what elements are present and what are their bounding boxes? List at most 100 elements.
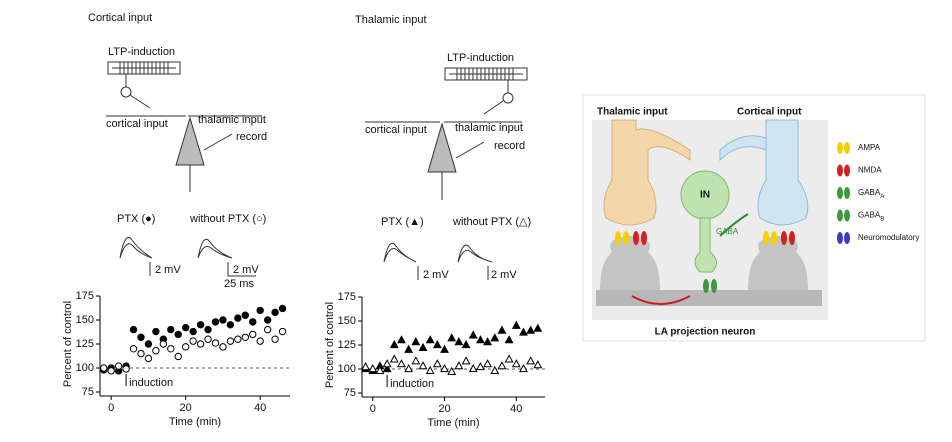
data-point — [271, 335, 279, 343]
data-point — [234, 335, 242, 343]
data-point — [483, 359, 493, 368]
y-tick-label: 100 — [76, 362, 94, 374]
data-point — [432, 359, 442, 368]
data-point — [454, 337, 464, 346]
data-point — [454, 361, 464, 370]
data-point — [100, 364, 108, 372]
x-tick-label: 40 — [254, 402, 266, 414]
induction-label: LTP-induction — [108, 46, 175, 58]
diagram-label: LA projection neuron — [655, 327, 756, 338]
data-point — [418, 361, 428, 370]
data-point — [219, 316, 227, 324]
y-axis-label: Percent of control — [62, 301, 74, 387]
data-point — [174, 352, 182, 361]
data-point — [468, 330, 478, 339]
y-tick-label: 100 — [338, 363, 356, 375]
legend-subscript: A — [880, 194, 884, 200]
data-point — [189, 337, 197, 345]
dendrite — [441, 141, 485, 200]
cortical-terminal — [719, 119, 809, 226]
data-point — [497, 325, 507, 334]
data-point — [404, 344, 414, 353]
data-point — [397, 335, 406, 344]
data-point — [533, 323, 543, 332]
data-point — [404, 363, 414, 373]
legend-icon — [844, 187, 850, 199]
legend-icon — [844, 164, 850, 177]
inhibition-arrow — [631, 295, 691, 305]
interneuron-axon — [694, 217, 717, 273]
data-point — [144, 340, 153, 348]
data-point — [447, 333, 457, 342]
data-point — [219, 343, 227, 351]
data-point — [425, 365, 435, 375]
electrodes — [365, 80, 522, 123]
legend-icon — [844, 209, 850, 222]
data-point — [497, 361, 507, 370]
schematic-label: thalamic input — [198, 114, 266, 126]
y-tick-label: 150 — [338, 315, 356, 327]
data-point — [174, 330, 182, 339]
x-axis-label: Time (min) — [169, 416, 221, 428]
chart-title: Cortical input — [88, 12, 152, 24]
legend-name: GABA — [858, 188, 881, 197]
legend-icon — [837, 164, 843, 177]
legend-label: AMPA — [858, 143, 881, 152]
legend-label: Neuromodulatory — [858, 233, 919, 242]
data-point — [533, 360, 543, 369]
schematic-label: cortical input — [365, 124, 427, 136]
data-point — [137, 349, 145, 358]
data-point — [375, 365, 385, 375]
legend-icon — [837, 187, 843, 199]
schematic-thalamic: LTP-induction cortical input thalamic in… — [365, 52, 528, 280]
data-point — [137, 333, 145, 341]
x-tick-label: 20 — [180, 402, 192, 414]
legend-name: AMPA — [858, 143, 881, 152]
legend-icon — [837, 209, 843, 222]
legend-icon — [844, 142, 850, 154]
data-point — [475, 335, 485, 344]
data-point — [226, 321, 235, 329]
legend-name: NMDA — [858, 166, 882, 175]
schematic-label: thalamic input — [455, 122, 523, 134]
legend-label: GABAA — [858, 188, 884, 199]
diagram-label: IN — [700, 190, 710, 201]
data-point — [397, 359, 406, 368]
data-point — [361, 362, 371, 371]
y-tick-label: 175 — [338, 291, 356, 303]
legend-icon — [844, 232, 850, 244]
spikes — [449, 68, 523, 80]
data-point — [241, 311, 249, 319]
legend-label: without PTX (○) — [189, 213, 266, 225]
data-point — [271, 308, 279, 317]
data-point — [196, 321, 205, 329]
receptors — [615, 231, 795, 293]
data-point — [483, 337, 493, 346]
data-point — [181, 323, 190, 332]
schematic-label: record — [236, 131, 267, 143]
data-point — [461, 339, 471, 349]
data-point — [461, 356, 471, 365]
annotation: induction — [129, 377, 173, 389]
legend-name: GABA — [858, 211, 881, 220]
data-point — [211, 339, 220, 347]
data-point — [389, 354, 399, 363]
legend-name: Neuromodulatory — [858, 233, 919, 242]
data-point — [519, 327, 528, 336]
x-tick-label: 20 — [438, 403, 450, 415]
data-point — [144, 354, 153, 363]
data-point — [263, 325, 272, 334]
data-point — [234, 314, 242, 322]
legend-label: NMDA — [858, 166, 882, 175]
data-point — [122, 365, 130, 373]
scale-bar-label: 2 mV — [233, 264, 259, 276]
scale-bar-label: 25 ms — [224, 278, 254, 290]
schematic-label: cortical input — [106, 118, 168, 130]
data-point — [504, 354, 514, 363]
diagram-label: GABA — [716, 227, 739, 236]
legend-label: without PTX (△) — [452, 216, 531, 228]
traces — [119, 236, 256, 277]
data-point — [411, 356, 421, 365]
